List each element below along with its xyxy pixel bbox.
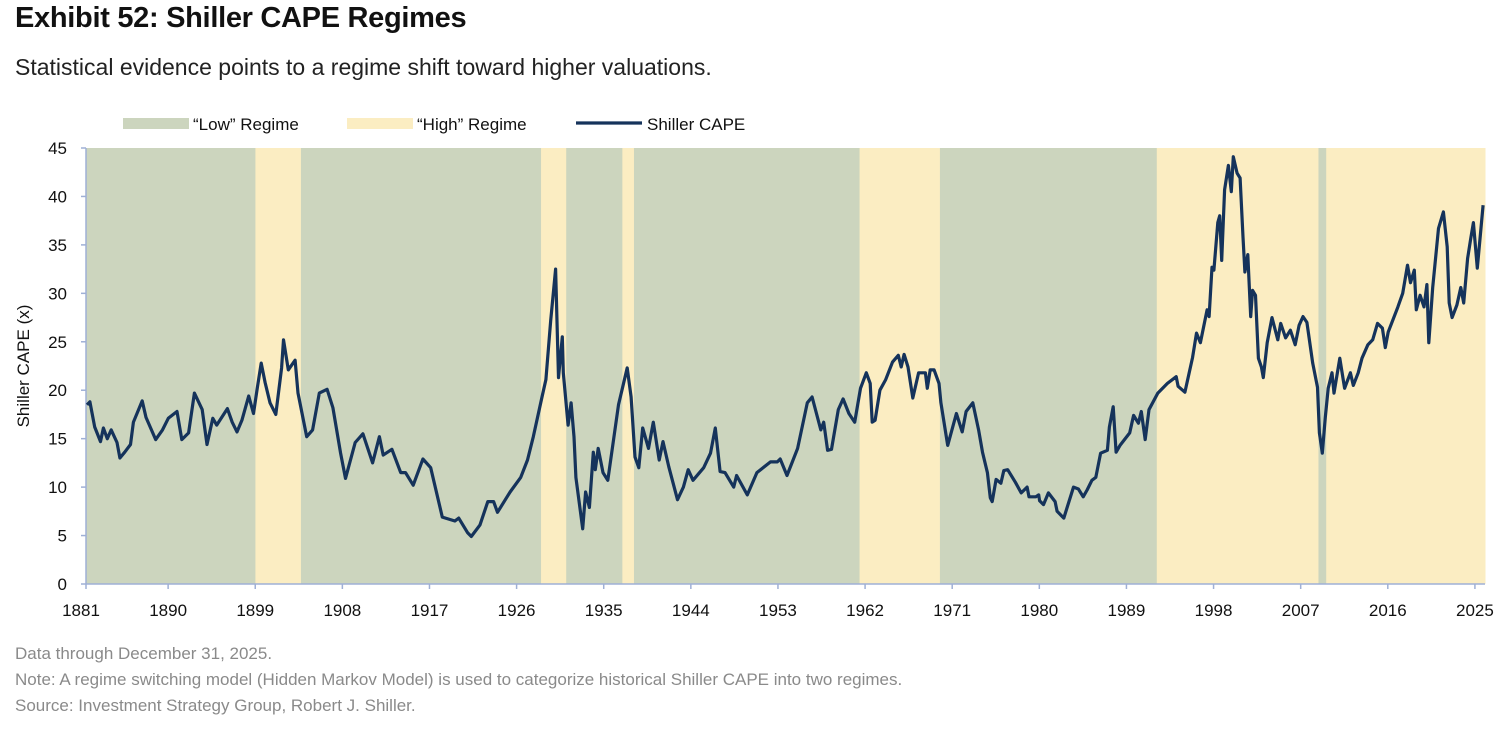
x-tick-label: 1890 bbox=[149, 601, 187, 620]
regime-band-low bbox=[939, 148, 1158, 584]
regime-band-high bbox=[622, 148, 635, 584]
page-title: Exhibit 52: Shiller CAPE Regimes bbox=[15, 2, 467, 34]
regime-band-low bbox=[86, 148, 256, 584]
y-tick-label: 25 bbox=[48, 333, 67, 352]
page-subtitle: Statistical evidence points to a regime … bbox=[15, 54, 712, 80]
regime-band-high bbox=[1326, 148, 1486, 584]
x-tick-label: 1917 bbox=[411, 601, 449, 620]
legend-swatch-low bbox=[123, 118, 189, 129]
regime-bands bbox=[86, 148, 1486, 584]
y-tick-label: 40 bbox=[48, 187, 67, 206]
regime-band-high bbox=[1156, 148, 1319, 584]
x-tick-label: 1962 bbox=[846, 601, 884, 620]
legend-label-cape: Shiller CAPE bbox=[647, 115, 745, 134]
footnote-note: Note: A regime switching model (Hidden M… bbox=[15, 670, 903, 689]
regime-band-low bbox=[300, 148, 542, 584]
x-tick-label: 1899 bbox=[236, 601, 274, 620]
legend-label-high: “High” Regime bbox=[417, 115, 527, 134]
footnote-data-date: Data through December 31, 2025. bbox=[15, 644, 273, 663]
y-tick-label: 35 bbox=[48, 236, 67, 255]
y-tick-label: 15 bbox=[48, 430, 67, 449]
regime-band-low bbox=[1318, 148, 1327, 584]
x-tick-label: 1989 bbox=[1108, 601, 1146, 620]
y-tick-label: 10 bbox=[48, 478, 67, 497]
y-axis-label: Shiller CAPE (x) bbox=[14, 305, 33, 428]
y-tick-label: 5 bbox=[58, 527, 67, 546]
y-tick-label: 45 bbox=[48, 139, 67, 158]
x-tick-label: 2016 bbox=[1369, 601, 1407, 620]
x-tick-label: 1908 bbox=[323, 601, 361, 620]
shiller-cape-line bbox=[85, 155, 1485, 539]
y-tick-label: 20 bbox=[48, 381, 67, 400]
y-tick-label: 30 bbox=[48, 284, 67, 303]
x-tick-label: 1953 bbox=[759, 601, 797, 620]
x-tick-label: 1881 bbox=[62, 601, 100, 620]
x-tick-label: 1944 bbox=[672, 601, 710, 620]
x-tick-label: 2007 bbox=[1282, 601, 1320, 620]
x-tick-label: 2025 bbox=[1456, 601, 1494, 620]
x-tick-label: 1935 bbox=[585, 601, 623, 620]
regime-band-low bbox=[566, 148, 623, 584]
x-tick-label: 1998 bbox=[1195, 601, 1233, 620]
y-tick-label: 0 bbox=[58, 575, 67, 594]
regime-band-low bbox=[633, 148, 861, 584]
x-tick-label: 1971 bbox=[933, 601, 971, 620]
x-tick-label: 1926 bbox=[498, 601, 536, 620]
legend-swatch-high bbox=[347, 118, 413, 129]
x-tick-label: 1980 bbox=[1020, 601, 1058, 620]
legend-label-low: “Low” Regime bbox=[193, 115, 299, 134]
footnote-source: Source: Investment Strategy Group, Rober… bbox=[15, 696, 416, 715]
legend: “Low” Regime “High” Regime Shiller CAPE bbox=[123, 115, 745, 134]
